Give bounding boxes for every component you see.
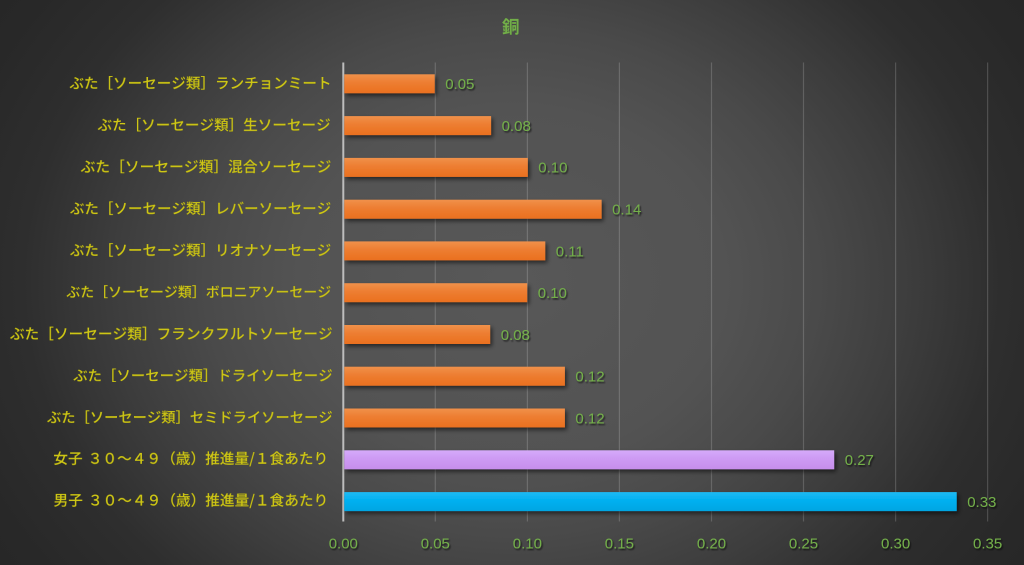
svg-text:0.35: 0.35 <box>973 535 1002 552</box>
svg-text:0.10: 0.10 <box>538 285 567 302</box>
svg-text:0.15: 0.15 <box>605 535 634 552</box>
svg-text:0.25: 0.25 <box>789 535 818 552</box>
svg-text:0.33: 0.33 <box>967 494 996 511</box>
svg-text:0.30: 0.30 <box>881 535 910 552</box>
svg-text:0.05: 0.05 <box>421 535 450 552</box>
svg-text:0.05: 0.05 <box>445 76 474 93</box>
svg-text:0.12: 0.12 <box>575 410 604 427</box>
svg-text:0.08: 0.08 <box>502 118 531 135</box>
svg-text:0.08: 0.08 <box>501 327 530 344</box>
svg-text:0.12: 0.12 <box>575 369 604 386</box>
svg-text:0.10: 0.10 <box>538 160 567 177</box>
svg-text:0.20: 0.20 <box>697 535 726 552</box>
svg-text:0.27: 0.27 <box>845 452 874 469</box>
svg-text:0.14: 0.14 <box>612 202 641 219</box>
svg-text:0.10: 0.10 <box>513 535 542 552</box>
svg-text:0.11: 0.11 <box>556 243 584 260</box>
svg-text:0.00: 0.00 <box>329 535 358 552</box>
